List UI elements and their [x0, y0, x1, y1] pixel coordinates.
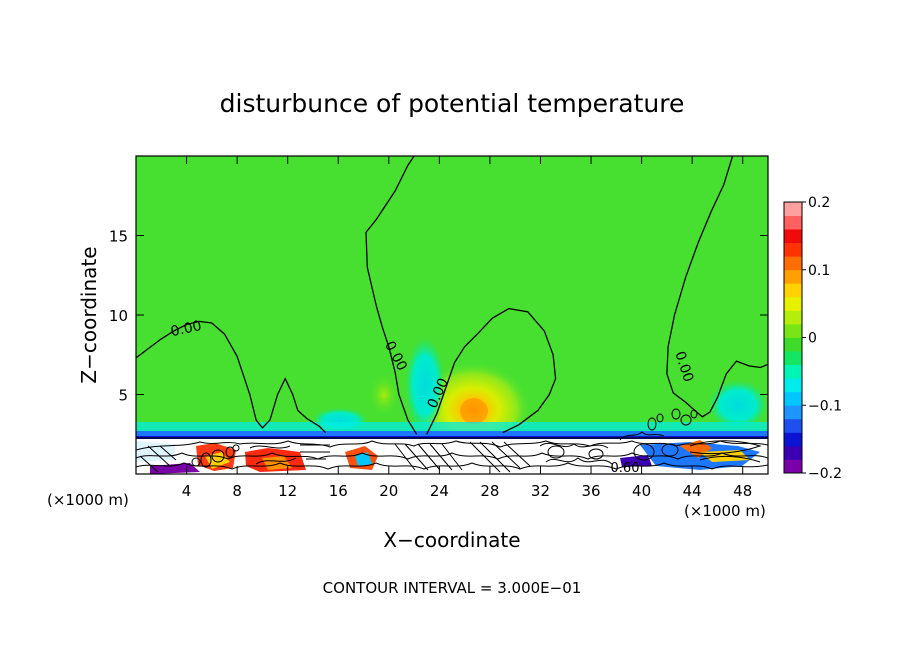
- colorbar-swatch: [784, 296, 802, 311]
- colorbar-swatch: [784, 391, 802, 406]
- x-tick-label: 36: [581, 482, 600, 500]
- x-tick-label: 40: [632, 482, 651, 500]
- blue-band: [136, 431, 768, 437]
- colorbar-swatch: [784, 283, 802, 298]
- zero-contour-line: [365, 156, 418, 435]
- terrain-purple-patch: [620, 455, 652, 467]
- terrain-warm-patch: [262, 456, 292, 470]
- x-tick-label: 20: [379, 482, 398, 500]
- x-tick-label: 4: [182, 482, 192, 500]
- plot-area: [136, 156, 768, 474]
- y-axis: 5 10 15: [109, 228, 768, 405]
- colorbar-swatch: [784, 418, 802, 433]
- cool-anomaly-shade-left: [405, 337, 445, 433]
- colorbar-tick-label: −0.1: [808, 398, 842, 414]
- colorbar-swatch: [784, 378, 802, 393]
- x-tick-label: 8: [232, 482, 242, 500]
- terrain-layer: [136, 408, 768, 474]
- colorbar-swatch: [784, 215, 802, 230]
- colorbar-swatch: [784, 202, 802, 216]
- colorbar-tick-label: 0.1: [808, 263, 830, 279]
- colorbar-swatch: [784, 310, 802, 325]
- x-axis-label: X−coordinate: [383, 528, 520, 552]
- colorbar-swatch: [784, 459, 802, 474]
- x-tick-label: 28: [480, 482, 499, 500]
- colorbar-swatch: [784, 351, 802, 365]
- cyan-band: [136, 422, 768, 432]
- cool-anomaly-shade-right: [708, 380, 768, 430]
- x-tick-label: 16: [329, 482, 348, 500]
- x-tick-label: 44: [683, 482, 702, 500]
- colorbar: 0.2 0.1 0 −0.1 −0.2: [783, 195, 842, 482]
- colorbar-swatch: [784, 364, 802, 379]
- colorbar-swatch: [784, 323, 802, 338]
- x-tick-label: 24: [430, 482, 449, 500]
- colorbar-swatch: [784, 256, 802, 271]
- y-tick-label: 5: [118, 387, 128, 405]
- x-tick-label: 12: [278, 482, 297, 500]
- x-axis: 4 8 12 16 20 24 28 32 36 40 44 48: [182, 156, 752, 500]
- lime-anomaly-shade: [368, 373, 400, 417]
- x-tick-label: 32: [531, 482, 550, 500]
- colorbar-swatch: [784, 432, 802, 447]
- x-axis-unit-right: (×1000 m): [684, 502, 766, 520]
- colorbar-swatch: [784, 229, 802, 244]
- y-tick-label: 15: [109, 228, 128, 246]
- contour-label: 0.00: [169, 318, 203, 340]
- zero-contour-group: [136, 156, 768, 435]
- warm-core-shade: [460, 398, 488, 424]
- colorbar-swatch: [784, 242, 802, 257]
- terrain-cool-patch: [355, 452, 372, 466]
- colorbar-tick-label: 0.2: [808, 195, 830, 211]
- colorbar-swatch: [784, 445, 802, 460]
- terrain-contour-clutter: [136, 408, 768, 473]
- colorbar-tick-label: 0: [808, 331, 817, 347]
- zero-contour-line: [666, 156, 768, 418]
- contour-interval-note: CONTOUR INTERVAL = 3.000E−01: [323, 579, 582, 597]
- colorbar-swatch: [784, 337, 802, 352]
- chart-title: disturbunce of potential temperature: [220, 89, 685, 118]
- y-tick-label: 10: [109, 307, 128, 325]
- contour-label: 0.60: [611, 461, 640, 476]
- zero-contour-line: [136, 320, 327, 434]
- colorbar-tick-label: −0.2: [808, 466, 842, 482]
- terrain-cool-patch: [136, 441, 175, 462]
- colorbar-swatch: [784, 269, 802, 284]
- x-axis-unit-left: (×1000 m): [47, 491, 129, 509]
- x-tick-label: 48: [733, 482, 752, 500]
- zero-contour-line: [426, 307, 557, 435]
- colorbar-swatch: [784, 405, 802, 420]
- y-axis-label: Z−coordinate: [77, 246, 101, 383]
